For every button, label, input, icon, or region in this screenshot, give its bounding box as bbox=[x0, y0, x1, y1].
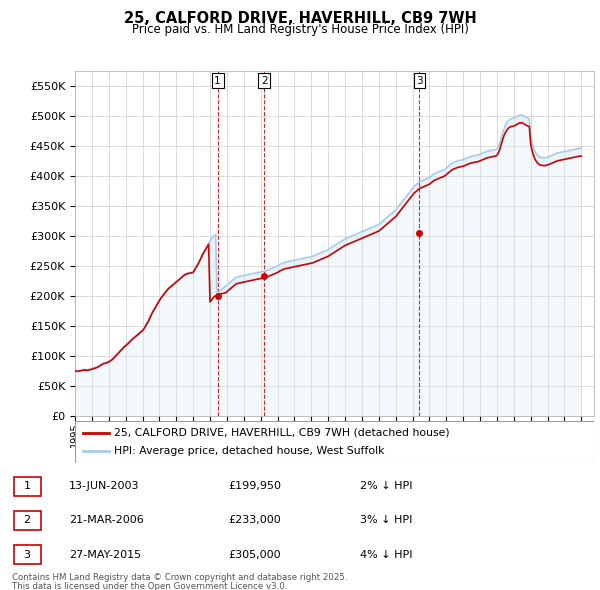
Text: 1: 1 bbox=[214, 76, 221, 86]
Text: 3% ↓ HPI: 3% ↓ HPI bbox=[360, 516, 412, 525]
Text: 2% ↓ HPI: 2% ↓ HPI bbox=[360, 481, 413, 491]
Text: Price paid vs. HM Land Registry's House Price Index (HPI): Price paid vs. HM Land Registry's House … bbox=[131, 23, 469, 36]
Text: £199,950: £199,950 bbox=[228, 481, 281, 491]
Text: HPI: Average price, detached house, West Suffolk: HPI: Average price, detached house, West… bbox=[114, 446, 385, 456]
Text: 25, CALFORD DRIVE, HAVERHILL, CB9 7WH (detached house): 25, CALFORD DRIVE, HAVERHILL, CB9 7WH (d… bbox=[114, 428, 449, 438]
Text: Contains HM Land Registry data © Crown copyright and database right 2025.: Contains HM Land Registry data © Crown c… bbox=[12, 573, 347, 582]
Text: 13-JUN-2003: 13-JUN-2003 bbox=[69, 481, 139, 491]
Text: 4% ↓ HPI: 4% ↓ HPI bbox=[360, 550, 413, 559]
Text: 2: 2 bbox=[23, 516, 31, 525]
Text: 3: 3 bbox=[416, 76, 423, 86]
Text: 2: 2 bbox=[261, 76, 268, 86]
Text: 3: 3 bbox=[23, 550, 31, 559]
Text: £233,000: £233,000 bbox=[228, 516, 281, 525]
Text: £305,000: £305,000 bbox=[228, 550, 281, 559]
Text: This data is licensed under the Open Government Licence v3.0.: This data is licensed under the Open Gov… bbox=[12, 582, 287, 590]
Text: 21-MAR-2006: 21-MAR-2006 bbox=[69, 516, 144, 525]
Text: 25, CALFORD DRIVE, HAVERHILL, CB9 7WH: 25, CALFORD DRIVE, HAVERHILL, CB9 7WH bbox=[124, 11, 476, 25]
Text: 1: 1 bbox=[23, 481, 31, 491]
Text: 27-MAY-2015: 27-MAY-2015 bbox=[69, 550, 141, 559]
